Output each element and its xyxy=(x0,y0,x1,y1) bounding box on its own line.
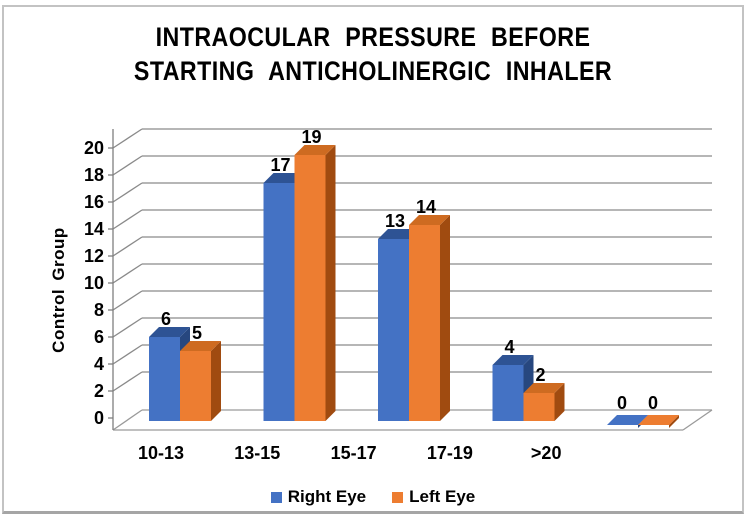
legend-item-left-eye: Left Eye xyxy=(392,487,475,507)
value-label-right-eye-10-13: 6 xyxy=(161,309,171,329)
chart-frame: INTRAOCULAR PRESSURE BEFORE STARTING ANT… xyxy=(2,5,744,514)
bar-top-left-eye-15-17 xyxy=(409,215,450,225)
bar-top-right-eye-10-13 xyxy=(149,327,190,337)
bar-side-left-eye-13-15 xyxy=(325,145,336,421)
floor-left-edge xyxy=(112,409,143,431)
gridline-diagonal xyxy=(112,209,143,230)
y-tick-label: 6 xyxy=(94,327,104,347)
bar-left-eye-15-17 xyxy=(409,225,440,421)
gridline-diagonal xyxy=(112,317,143,338)
gridline-diagonal xyxy=(112,263,143,284)
y-tick-label: 4 xyxy=(94,354,104,374)
plot-area: 024681012141618206510-13171913-15131415-… xyxy=(84,127,713,463)
value-label-left-eye-15-17: 14 xyxy=(416,197,436,217)
bar-side-left-eye-10-13 xyxy=(211,341,221,421)
value-label-right-eye->20: 0 xyxy=(617,393,627,413)
value-label-left-eye->20: 0 xyxy=(648,393,658,413)
gridline-diagonal xyxy=(112,128,143,149)
bar-top-right-eye-15-17 xyxy=(378,229,419,239)
bar-left-eye->20 xyxy=(638,415,679,425)
legend: Right Eye Left Eye xyxy=(4,486,742,508)
bar-left-eye-13-15 xyxy=(294,155,326,421)
bar-right-eye-15-17 xyxy=(378,239,409,421)
x-category-label: 15-17 xyxy=(331,443,377,463)
gridline-diagonal xyxy=(112,182,143,203)
y-tick-label: 0 xyxy=(94,408,104,428)
chart-title: INTRAOCULAR PRESSURE BEFORE STARTING ANT… xyxy=(4,20,742,88)
value-label-left-eye-17-19: 2 xyxy=(535,365,545,385)
y-tick-label: 2 xyxy=(94,381,104,401)
legend-label-right-eye: Right Eye xyxy=(287,487,367,506)
gridline-diagonal xyxy=(112,236,143,257)
bar-top-right-eye-17-19 xyxy=(492,355,534,365)
x-category-label: 10-13 xyxy=(138,443,184,463)
x-category-label: 13-15 xyxy=(234,443,280,463)
y-tick-label: 14 xyxy=(84,219,104,239)
bar-top-right-eye-13-15 xyxy=(263,173,305,183)
bar-left-eye-17-19 xyxy=(523,393,555,421)
value-label-left-eye-10-13: 5 xyxy=(192,323,202,343)
y-tick-label: 20 xyxy=(84,138,104,158)
gridline-diagonal xyxy=(112,290,143,311)
gridline-diagonal xyxy=(112,371,143,392)
bar-right-eye-17-19 xyxy=(492,365,524,421)
legend-item-right-eye: Right Eye xyxy=(270,487,367,507)
chart-title-line2: STARTING ANTICHOLINERGIC INHALER xyxy=(133,56,613,86)
legend-swatch-right-eye xyxy=(270,491,282,503)
x-category-label: >20 xyxy=(531,443,562,463)
bar-right-eye-13-15 xyxy=(263,183,295,421)
floor-right-edge xyxy=(682,409,713,431)
value-label-right-eye-17-19: 4 xyxy=(504,337,514,357)
bar-side-left-eye-17-19 xyxy=(554,383,565,421)
legend-swatch-left-eye xyxy=(392,491,404,503)
bar-side-left-eye->20 xyxy=(669,415,679,428)
bar-left-eye-10-13 xyxy=(180,351,211,421)
bar-side-left-eye-15-17 xyxy=(440,215,450,421)
y-tick-label: 10 xyxy=(84,273,104,293)
chart-title-line1: INTRAOCULAR PRESSURE BEFORE xyxy=(155,22,591,52)
bar-top-left-eye-13-15 xyxy=(294,145,336,155)
bar-right-eye-10-13 xyxy=(149,337,180,421)
y-tick-label: 16 xyxy=(84,192,104,212)
y-tick-label: 12 xyxy=(84,246,104,266)
value-label-left-eye-13-15: 19 xyxy=(301,127,321,147)
gridline-diagonal xyxy=(112,155,143,176)
bar-right-eye->20 xyxy=(607,415,648,425)
y-tick-label: 18 xyxy=(84,165,104,185)
bar-top-left-eye-10-13 xyxy=(180,341,221,351)
legend-label-left-eye: Left Eye xyxy=(409,487,476,506)
value-label-right-eye-15-17: 13 xyxy=(385,211,405,231)
y-tick-label: 8 xyxy=(94,300,104,320)
x-category-label: 17-19 xyxy=(427,443,473,463)
bar-top-left-eye-17-19 xyxy=(523,383,565,393)
value-label-right-eye-13-15: 17 xyxy=(270,155,290,175)
gridline-diagonal xyxy=(112,344,143,365)
